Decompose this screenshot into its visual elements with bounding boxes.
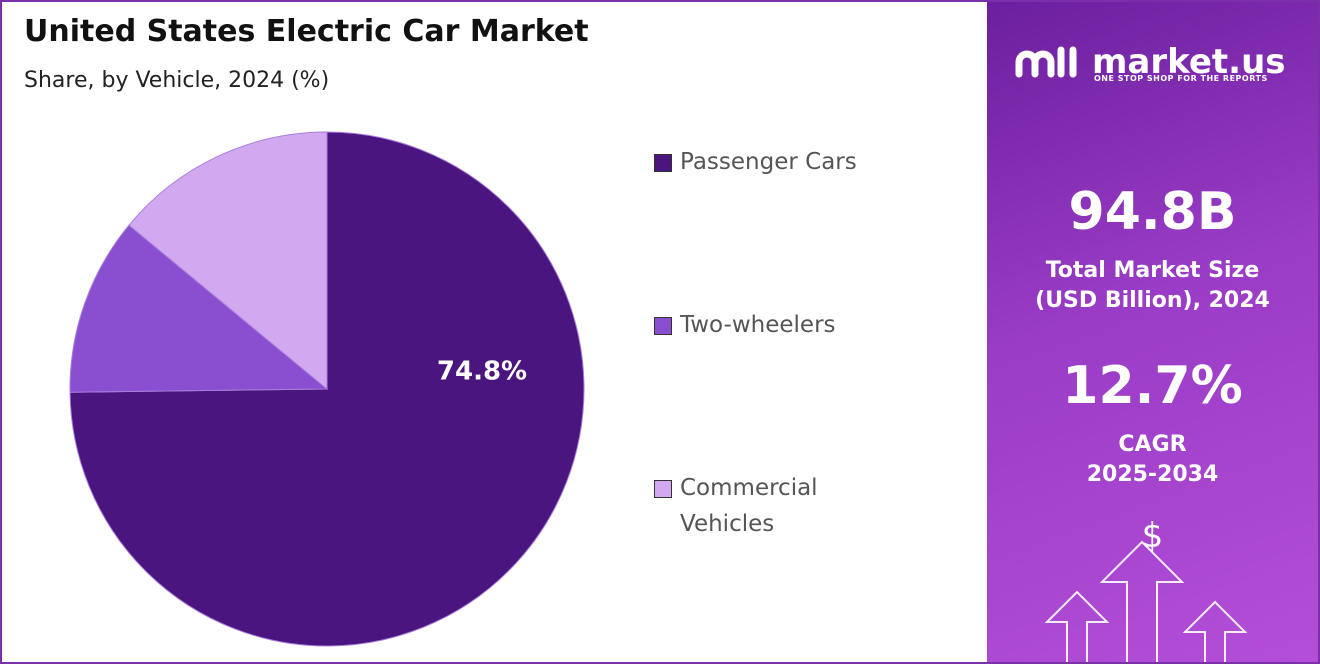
market-size-label: (USD Billion), 2024 [1035, 288, 1270, 313]
cagr: 12.7% [1062, 356, 1243, 416]
legend-label: Commercial Vehicles [680, 475, 818, 537]
tagline: ONE STOP SHOP FOR THE REPORTS [1094, 74, 1268, 83]
legend-label: Passenger Cars [680, 149, 857, 175]
data-label: 74.8% [437, 357, 527, 387]
pie-slice [69, 224, 329, 393]
legend-item: Passenger Cars [654, 144, 894, 180]
pie-slice [128, 131, 328, 391]
legend-swatch [654, 480, 672, 498]
legend-item: Two-wheelers [654, 307, 894, 343]
chart: 74.8% [69, 131, 585, 647]
legend-label: Two-wheelers [680, 312, 836, 338]
market-size: 94.8B [1068, 182, 1237, 242]
legend-swatch [654, 317, 672, 335]
chart-subtitle: Share, by Vehicle, 2024 (%) [24, 68, 330, 93]
side-panel: market.us ONE STOP SHOP FOR THE REPORTS … [987, 2, 1318, 662]
arrows [1044, 540, 1248, 662]
logo-icon [1015, 46, 1077, 78]
legend-item: Commercial Vehicles [654, 470, 894, 542]
pie-slice [69, 131, 585, 647]
cagr-label: CAGR [1118, 432, 1187, 457]
legend-swatch [654, 154, 672, 172]
brand: market.us [1092, 42, 1286, 82]
cagr-label: 2025-2034 [1086, 462, 1219, 487]
panel-decoration [1015, 46, 1248, 662]
chart-title: United States Electric Car Market [24, 14, 589, 49]
dollar-icon: $ [1141, 516, 1164, 556]
market-size-label: Total Market Size [1045, 258, 1260, 283]
